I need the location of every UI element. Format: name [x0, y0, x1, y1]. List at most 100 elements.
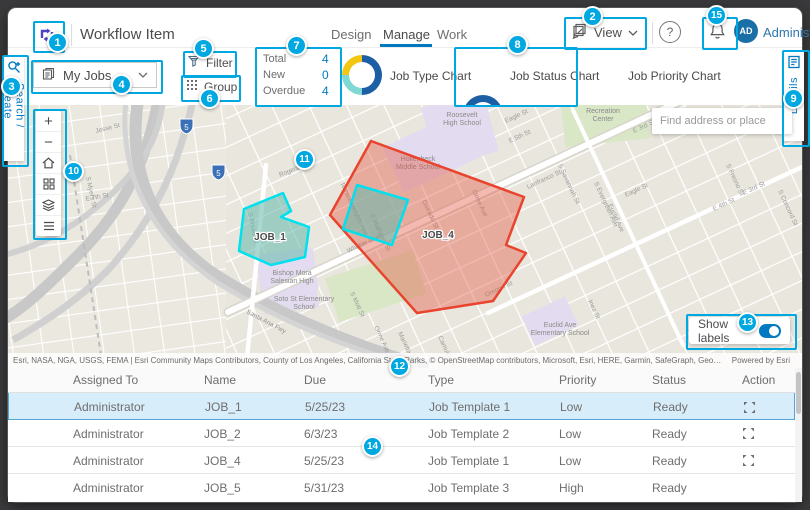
- chevron-down-icon: [138, 72, 148, 78]
- attribution-text: Esri, NASA, NGA, USGS, FEMA | Esri Commu…: [13, 356, 724, 365]
- callout-1: 1: [47, 32, 68, 53]
- job-polygon-job4[interactable]: [328, 139, 528, 315]
- table-header: Assigned To Name Due Type Priority Statu…: [8, 368, 795, 393]
- table-scrollbar-thumb[interactable]: [796, 372, 801, 414]
- cell-status: Ready: [652, 481, 687, 495]
- tab-manage[interactable]: Manage: [383, 27, 430, 42]
- place-label: Soto St Elementary School: [274, 296, 335, 311]
- header-divider-2: [652, 22, 653, 44]
- chevron-down-icon: [628, 30, 638, 36]
- map-controls: + −: [36, 111, 61, 236]
- job-type-chart-label: Job Type Chart: [390, 69, 472, 83]
- filter-label: Filter: [206, 55, 233, 70]
- view-icon: [572, 23, 588, 42]
- zoom-to-action-icon[interactable]: [742, 427, 755, 443]
- zoom-to-action-icon[interactable]: [742, 454, 755, 470]
- street-label: E 7th St: [85, 192, 109, 203]
- group-grid-icon: [186, 79, 198, 94]
- avatar[interactable]: AD: [734, 19, 758, 43]
- col-type[interactable]: Type: [428, 373, 455, 387]
- callout-8: 8: [507, 34, 528, 55]
- filter-button[interactable]: Filter: [187, 55, 233, 70]
- cell-priority: Low: [560, 400, 583, 414]
- job-polygon-job1[interactable]: [237, 191, 311, 267]
- table-row-job4[interactable]: Administrator JOB_4 5/25/23 Job Template…: [8, 447, 795, 474]
- callout-4: 4: [111, 74, 132, 95]
- callout-10: 10: [63, 161, 84, 182]
- col-due[interactable]: Due: [304, 373, 327, 387]
- cell-type: Job Template 1: [429, 400, 511, 414]
- cell-name: JOB_5: [204, 481, 241, 495]
- callout-7: 7: [286, 35, 307, 56]
- job-polygon-inner[interactable]: [341, 183, 410, 247]
- stat-overdue-label: Overdue: [263, 85, 306, 97]
- job-priority-chart-label: Job Priority Chart: [628, 69, 721, 83]
- cell-due: 5/25/23: [304, 454, 345, 468]
- callout-3: 3: [1, 76, 22, 97]
- cell-status: Ready: [652, 454, 687, 468]
- zoom-in-button[interactable]: +: [36, 111, 61, 132]
- page-title: Workflow Item: [80, 26, 175, 43]
- layers-button[interactable]: [36, 195, 61, 216]
- legend-button[interactable]: [36, 216, 61, 236]
- table-scrollbar[interactable]: [795, 368, 802, 502]
- place-label: Roosevelt High School: [443, 112, 481, 127]
- zoom-out-button[interactable]: −: [36, 132, 61, 153]
- active-tab-underline: [380, 44, 432, 47]
- help-button[interactable]: ?: [659, 21, 681, 43]
- cell-status: Ready: [652, 427, 687, 441]
- zoom-to-action-icon[interactable]: [743, 401, 756, 417]
- cell-due: 6/3/23: [304, 427, 338, 441]
- jobs-filter-value: My Jobs: [63, 67, 112, 83]
- job1-map-label: JOB_1: [254, 232, 286, 243]
- svg-text:5: 5: [216, 169, 221, 178]
- callout-9: 9: [783, 88, 804, 109]
- callout-6: 6: [199, 88, 220, 109]
- table-row-job5[interactable]: Administrator JOB_5 5/31/23 Job Template…: [8, 474, 795, 502]
- view-dropdown[interactable]: View: [572, 23, 638, 42]
- user-name: Administrator: [763, 25, 810, 40]
- cell-priority: High: [559, 481, 584, 495]
- tab-design[interactable]: Design: [331, 27, 372, 42]
- show-labels-label: Show labels: [698, 316, 730, 345]
- job-type-chart: [342, 55, 382, 95]
- col-action[interactable]: Action: [742, 373, 776, 387]
- callout-14: 14: [362, 436, 383, 457]
- stat-total-label: Total: [263, 53, 287, 65]
- search-create-panel-tab[interactable]: Search / Create: [2, 56, 26, 161]
- map-search-box: [652, 108, 810, 134]
- powered-by-esri: Powered by Esri: [731, 356, 790, 365]
- home-extent-button[interactable]: [36, 153, 61, 174]
- cell-assigned-to: Administrator: [73, 481, 144, 495]
- table-row-job2[interactable]: Administrator JOB_2 6/3/23 Job Template …: [8, 420, 795, 447]
- table-row-job1[interactable]: Administrator JOB_1 5/25/23 Job Template…: [8, 392, 795, 420]
- header-border: [8, 47, 802, 48]
- place-label: Bishop Mora Salesian High: [270, 270, 313, 285]
- callout-2: 2: [582, 6, 603, 27]
- col-priority[interactable]: Priority: [559, 373, 597, 387]
- cell-type: Job Template 1: [428, 454, 510, 468]
- col-name[interactable]: Name: [204, 373, 237, 387]
- view-label: View: [594, 25, 622, 40]
- callout-12: 12: [389, 356, 410, 377]
- cell-due: 5/31/23: [304, 481, 345, 495]
- tab-work[interactable]: Work: [437, 27, 468, 42]
- job4-map-label: JOB_4: [422, 230, 454, 241]
- search-input[interactable]: [652, 115, 810, 127]
- callout-13: 13: [737, 312, 758, 333]
- search-plus-icon: [7, 60, 21, 79]
- cell-assigned-to: Administrator: [74, 400, 145, 414]
- place-label: Recreation Center: [586, 108, 620, 123]
- cell-status: Ready: [653, 400, 688, 414]
- col-assigned-to[interactable]: Assigned To: [73, 373, 139, 387]
- show-labels-toggle[interactable]: [758, 323, 781, 338]
- cell-name: JOB_4: [204, 454, 241, 468]
- stat-new-label: New: [263, 69, 286, 81]
- stat-overdue-value: 4: [322, 84, 329, 98]
- cell-name: JOB_2: [204, 427, 241, 441]
- basemap-button[interactable]: [36, 174, 61, 195]
- jobs-filter-dropdown[interactable]: My Jobs: [33, 62, 157, 88]
- col-status[interactable]: Status: [652, 373, 687, 387]
